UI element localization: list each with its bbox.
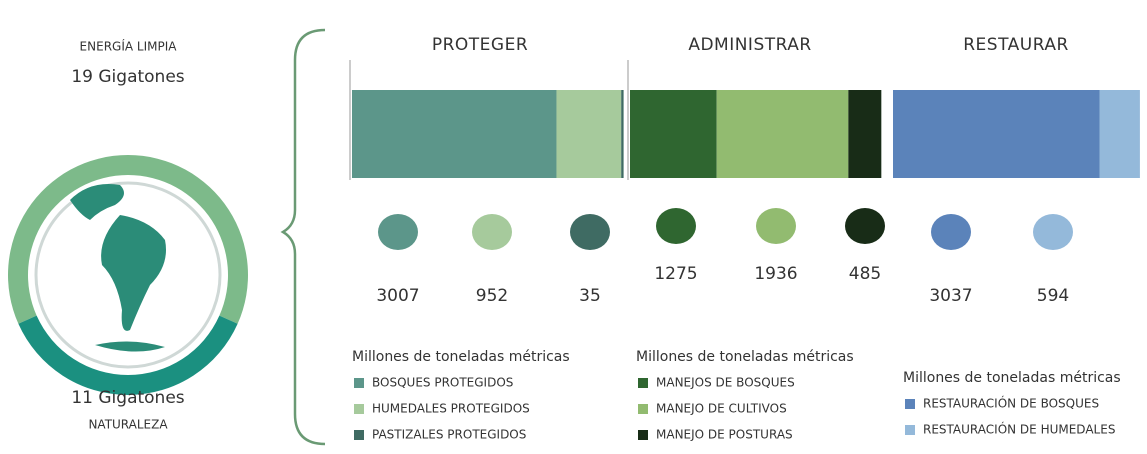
value-label: 1275 xyxy=(654,264,697,284)
icon xyxy=(1033,214,1073,250)
bar-segment xyxy=(352,90,557,178)
legend-swatch xyxy=(354,404,364,414)
bar-segment xyxy=(556,90,622,178)
legend-label: RESTAURACIÓN DE BOSQUES xyxy=(923,396,1099,411)
legend-label: MANEJO DE POSTURAS xyxy=(656,428,793,442)
value-label: 485 xyxy=(849,264,881,284)
legend-swatch xyxy=(354,430,364,440)
legend-swatch xyxy=(638,430,648,440)
legend-swatch xyxy=(354,378,364,388)
icon xyxy=(472,214,512,250)
legend-swatch xyxy=(905,399,915,409)
donut-segment xyxy=(18,315,238,396)
value-label: 1936 xyxy=(754,264,797,284)
legend-label: BOSQUES PROTEGIDOS xyxy=(372,376,513,390)
legend-label: HUMEDALES PROTEGIDOS xyxy=(372,402,530,416)
legend-title: Millones de toneladas métricas xyxy=(903,370,1121,386)
brace xyxy=(280,28,326,446)
legend-swatch xyxy=(905,425,915,435)
icon xyxy=(756,208,796,244)
legend-label: MANEJOS DE BOSQUES xyxy=(656,376,795,390)
legend-label: RESTAURACIÓN DE HUMEDALES xyxy=(923,422,1115,437)
bar-segment xyxy=(848,90,882,178)
category-label: NATURALEZA xyxy=(88,418,168,432)
icon xyxy=(656,208,696,244)
legend-title: Millones de toneladas métricas xyxy=(352,349,570,365)
icon xyxy=(931,214,971,250)
value-label: 11 Gigatones xyxy=(71,388,184,408)
icon xyxy=(845,208,885,244)
land xyxy=(101,215,166,331)
icon xyxy=(570,214,610,250)
group-title: ADMINISTRAR xyxy=(688,35,811,55)
value-label: 35 xyxy=(579,286,601,306)
legend-label: MANEJO DE CULTIVOS xyxy=(656,402,787,416)
icon xyxy=(378,214,418,250)
value-label: 952 xyxy=(476,286,508,306)
legend-label: PASTIZALES PROTEGIDOS xyxy=(372,428,526,442)
donut-segment xyxy=(8,155,249,324)
bar-segment xyxy=(630,90,717,178)
group-title: PROTEGER xyxy=(432,35,528,55)
land xyxy=(95,341,165,352)
bar-segment xyxy=(716,90,849,178)
bar-segment xyxy=(621,90,624,178)
legend-swatch xyxy=(638,378,648,388)
globe xyxy=(34,181,222,369)
legend-swatch xyxy=(638,404,648,414)
value-label: 594 xyxy=(1037,286,1069,306)
value-label: 19 Gigatones xyxy=(71,67,184,87)
category-label: ENERGÍA LIMPIA xyxy=(80,39,178,54)
value-label: 3007 xyxy=(376,286,419,306)
bar-segment xyxy=(893,90,1100,178)
legend-title: Millones de toneladas métricas xyxy=(636,349,854,365)
land xyxy=(70,184,124,220)
group-title: RESTAURAR xyxy=(963,35,1069,55)
bar-segment xyxy=(1099,90,1140,178)
value-label: 3037 xyxy=(929,286,972,306)
